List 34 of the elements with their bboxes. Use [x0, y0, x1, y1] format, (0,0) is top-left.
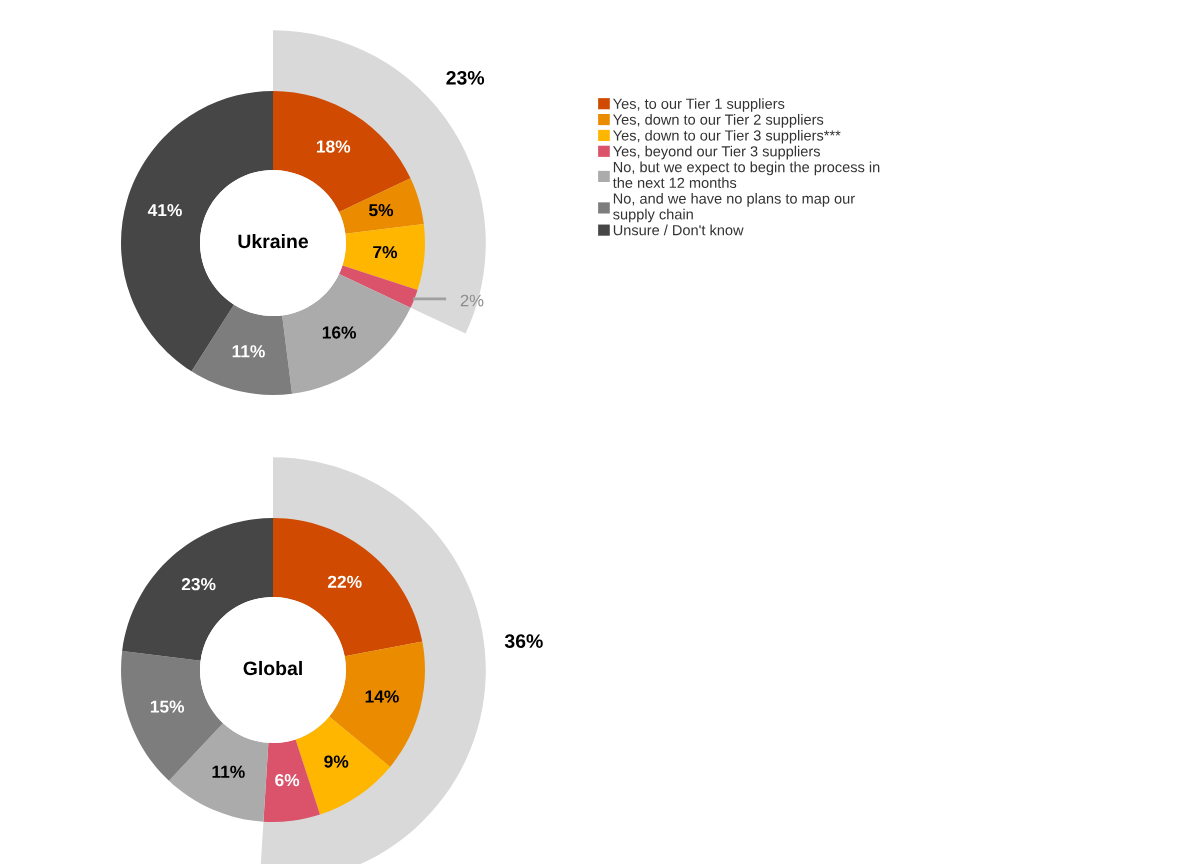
donut-slice — [122, 518, 273, 661]
text: Ukraine — [238, 233, 308, 249]
data-label: 41% — [147, 204, 182, 217]
donut-slice — [339, 265, 418, 308]
data-label: 14% — [365, 690, 399, 703]
data-label: 15% — [150, 700, 185, 713]
data-label: 18% — [316, 140, 351, 153]
data-label: 7% — [373, 246, 398, 259]
legend-label: Yes, beyond our Tier 3 suppliers — [613, 145, 820, 160]
data-label: 6% — [275, 773, 300, 787]
donut-slice — [168, 723, 269, 822]
data-label: 11% — [232, 345, 265, 358]
legend-label: No, but we expect to begin the process in the next 12 months — [612, 161, 880, 188]
donut-slice — [273, 518, 423, 657]
data-label: 11% — [212, 765, 245, 778]
donut-slice — [342, 223, 425, 290]
data-label: 5% — [369, 204, 394, 217]
donut-slice — [191, 304, 293, 395]
legend-label: No, and we have no plans to map our supply chain — [613, 193, 855, 223]
data-label: 23% — [181, 577, 216, 591]
legend-label: Unsure / Don't know — [613, 224, 744, 236]
text: Global — [243, 660, 302, 676]
data-label: 9% — [324, 755, 349, 768]
donut-slice — [339, 178, 424, 234]
data-label: 16% — [322, 326, 357, 339]
legend-label: Yes, down to our Tier 2 suppliers — [613, 114, 824, 128]
legend-label: Yes, down to our Tier 3 suppliers*** — [613, 129, 841, 144]
text: 23% — [446, 70, 485, 85]
data-label: 22% — [327, 575, 362, 588]
text: 36% — [504, 634, 543, 648]
data-label: 2% — [460, 294, 484, 307]
legend-label: Yes, to our Tier 1 suppliers — [613, 98, 785, 112]
donut-slice — [282, 274, 411, 394]
donut-slice — [263, 739, 320, 822]
